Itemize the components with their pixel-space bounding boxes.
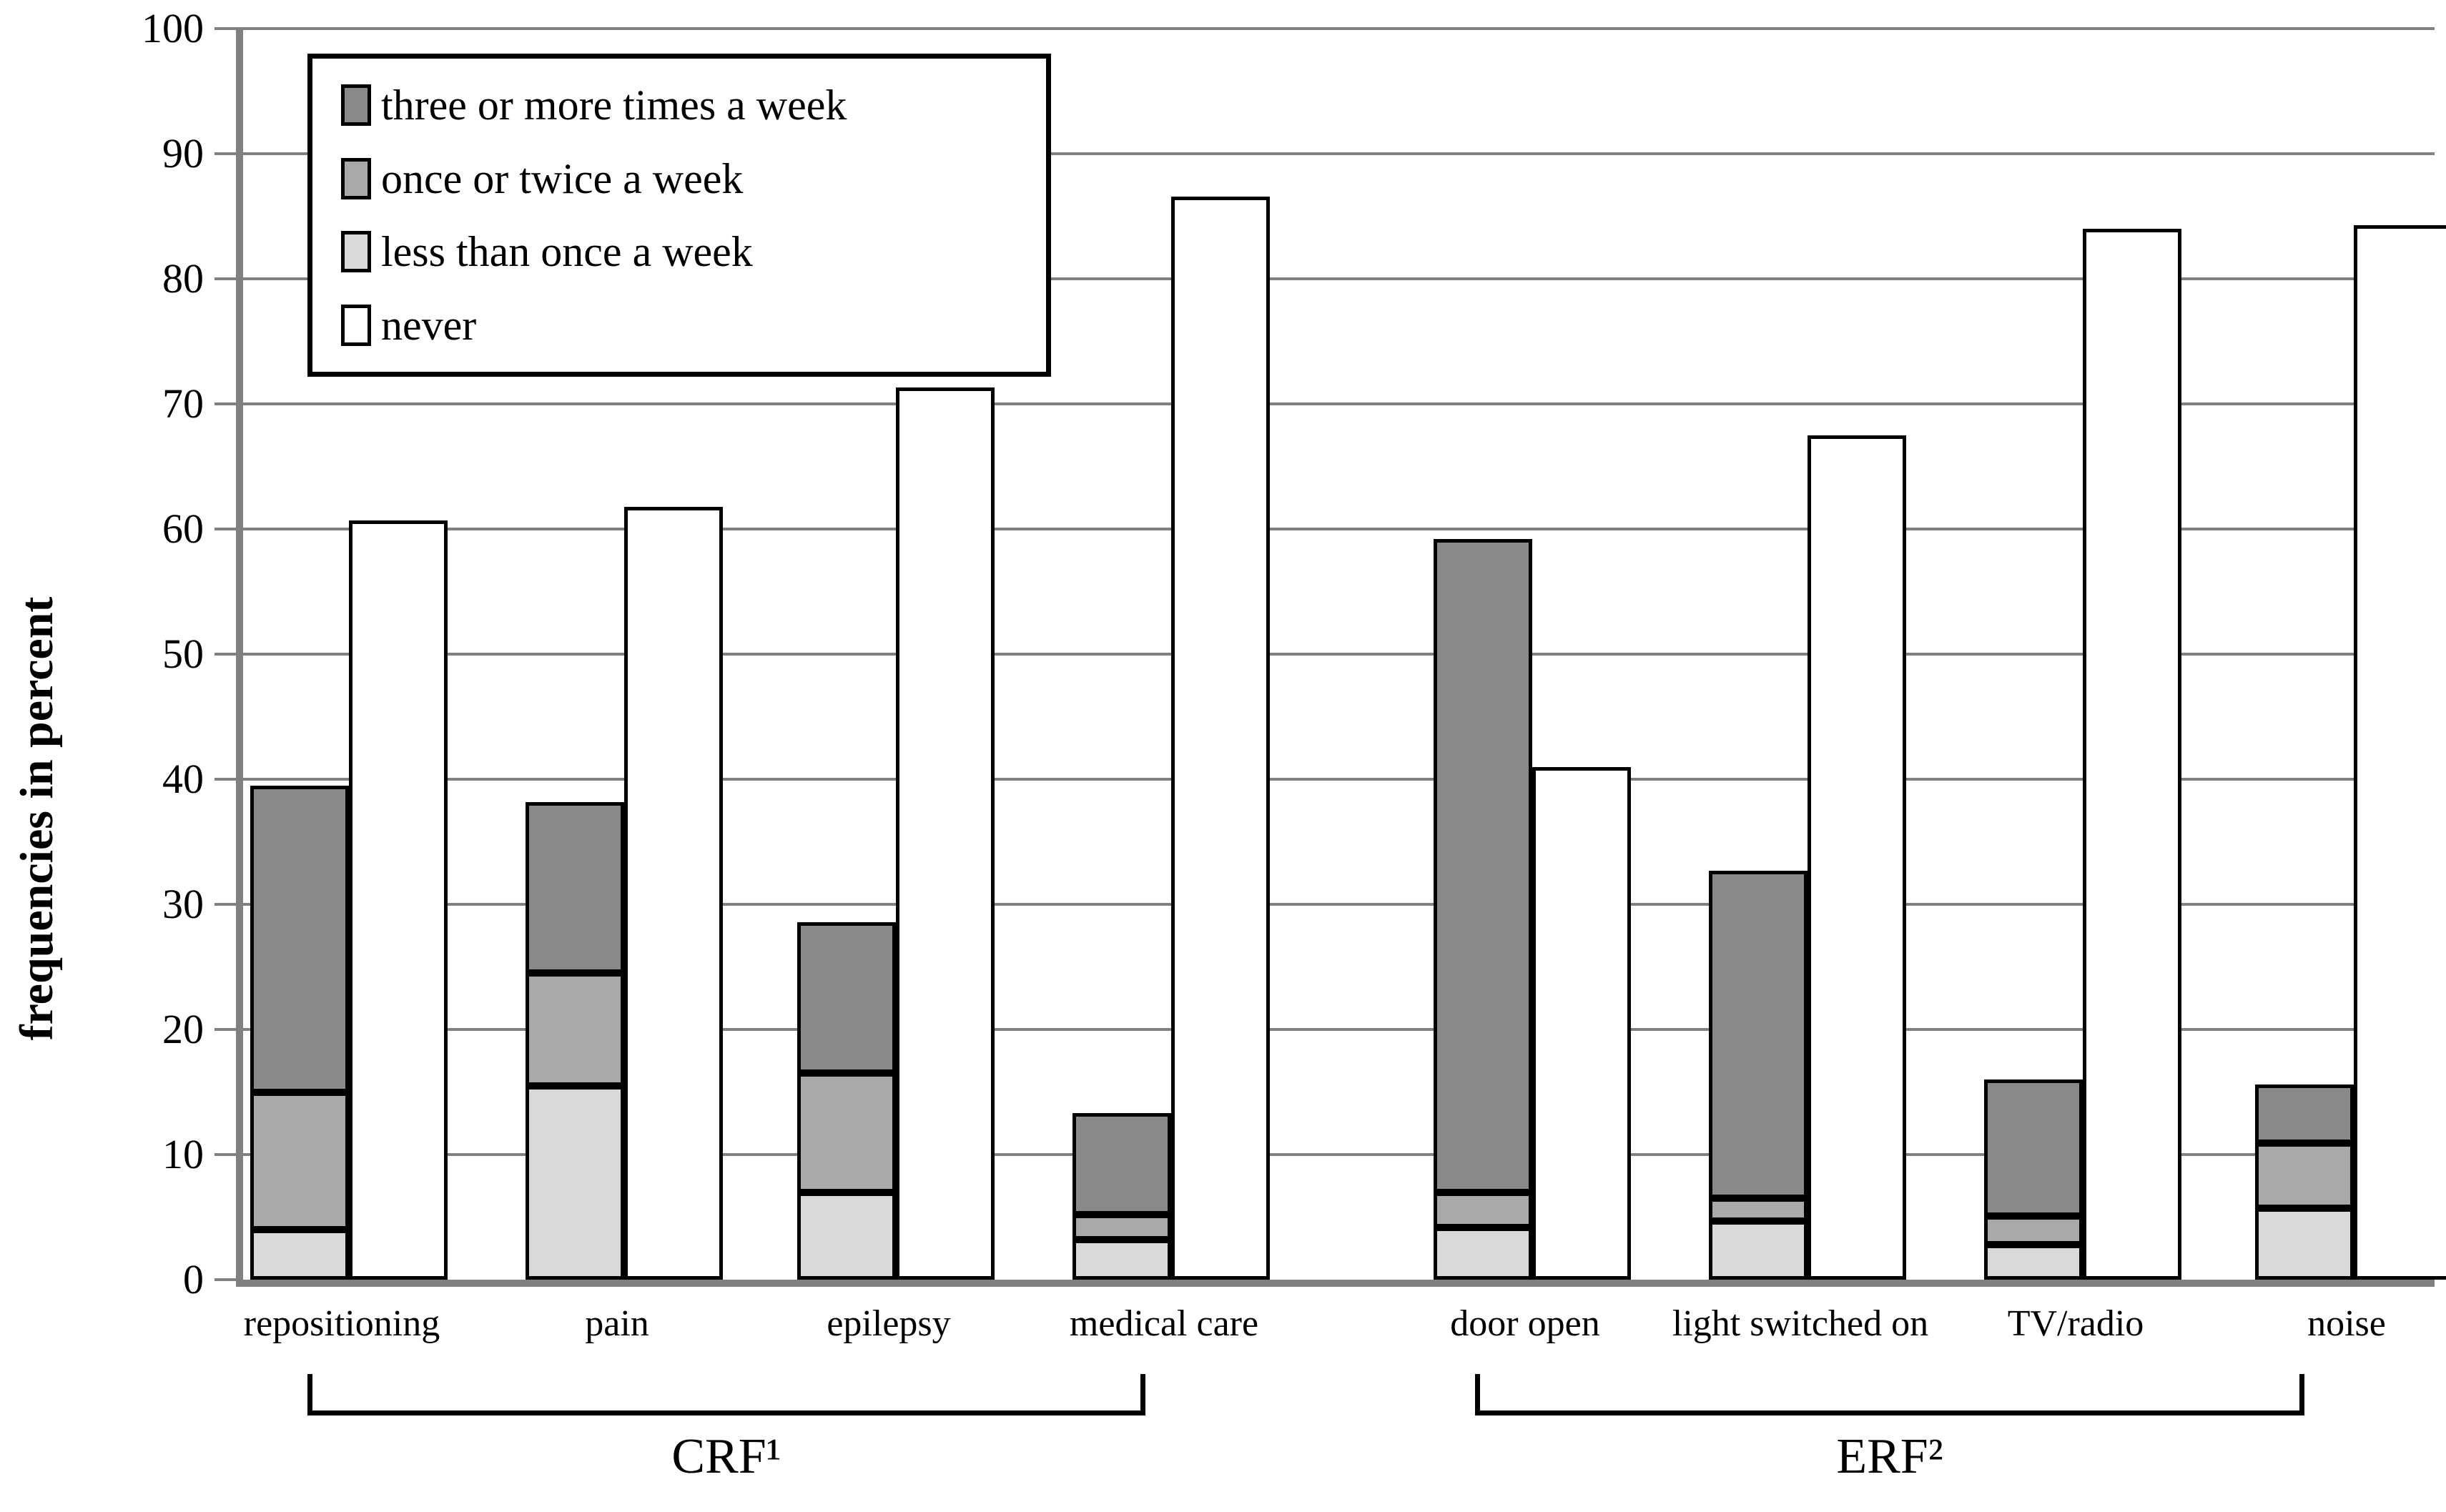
- y-tick-label-70: 70: [162, 380, 204, 427]
- y-tick-mark-80: [214, 277, 243, 280]
- bar-never-pain: [624, 506, 723, 1280]
- y-tick-label-30: 30: [162, 881, 204, 927]
- legend-item-three-or-more: three or more times a week: [341, 82, 1039, 128]
- gridline-50: [243, 653, 2435, 656]
- bar-segment-once-pain: [526, 973, 624, 1086]
- bar-segment-less-light-switched-on: [1709, 1220, 1808, 1280]
- bar-never-repositioning: [349, 520, 448, 1280]
- y-tick-mark-50: [214, 653, 243, 656]
- y-tick-label-60: 60: [162, 505, 204, 552]
- legend-label: never: [381, 301, 477, 349]
- bar-segment-once-medical-care: [1072, 1215, 1171, 1240]
- y-tick-label-80: 80: [162, 255, 204, 302]
- group-label-crf: CRF¹: [671, 1429, 781, 1484]
- bar-segment-once-door-open: [1434, 1192, 1532, 1227]
- gridline-30: [243, 903, 2435, 906]
- y-tick-mark-100: [214, 27, 243, 30]
- gridline-70: [243, 402, 2435, 405]
- bar-never-tv-radio: [2083, 229, 2181, 1280]
- category-label-noise: noise: [2307, 1303, 2386, 1344]
- bar-segment-once-repositioning: [250, 1092, 349, 1230]
- bar-segment-three-repositioning: [250, 785, 349, 1092]
- bar-never-door-open: [1532, 766, 1631, 1280]
- y-tick-mark-20: [214, 1028, 243, 1031]
- bar-segment-less-medical-care: [1072, 1240, 1171, 1280]
- gridline-20: [243, 1028, 2435, 1031]
- y-tick-mark-90: [214, 152, 243, 155]
- y-tick-label-0: 0: [183, 1256, 204, 1303]
- y-tick-label-50: 50: [162, 631, 204, 677]
- plot-area: 0 10 20 30 40 50 60 70 80 90 100: [142, 5, 2446, 1303]
- bar-segment-less-door-open: [1434, 1227, 1532, 1280]
- gridline-90: [243, 152, 2435, 155]
- bar-segment-less-tv-radio: [1984, 1245, 2083, 1280]
- category-label-pain: pain: [585, 1303, 649, 1344]
- bar-segment-less-pain: [526, 1085, 624, 1280]
- bar-never-light-switched-on: [1808, 435, 1906, 1280]
- y-axis-title: frequencies in percent: [11, 596, 63, 1041]
- category-label-door-open: door open: [1450, 1303, 1600, 1344]
- gridline-80: [243, 277, 2435, 280]
- y-tick-mark-40: [214, 778, 243, 781]
- bar-segment-once-tv-radio: [1984, 1215, 2083, 1245]
- legend-item-less-than-once: less than once a week: [341, 229, 1039, 275]
- bar-segment-less-epilepsy: [797, 1192, 896, 1280]
- bar-segment-once-noise: [2255, 1143, 2354, 1209]
- y-tick-label-90: 90: [162, 130, 204, 177]
- gridline-100: [243, 27, 2435, 30]
- category-label-medical-care: medical care: [1069, 1303, 1259, 1344]
- category-label-tv-radio: TV/radio: [2007, 1303, 2144, 1344]
- y-tick-label-20: 20: [162, 1006, 204, 1052]
- bar-segment-three-noise: [2255, 1084, 2354, 1144]
- legend-label: less than once a week: [381, 228, 753, 276]
- bar-segment-three-tv-radio: [1984, 1079, 2083, 1216]
- legend-swatch-once-or-twice: [341, 157, 371, 199]
- bar-never-epilepsy: [896, 387, 995, 1280]
- y-tick-mark-30: [214, 903, 243, 906]
- category-label-repositioning: repositioning: [243, 1303, 440, 1344]
- bar-never-noise: [2354, 224, 2446, 1280]
- y-tick-mark-0: [214, 1278, 243, 1281]
- category-label-epilepsy: epilepsy: [827, 1303, 951, 1344]
- gridline-10: [243, 1153, 2435, 1156]
- legend-label: once or twice a week: [381, 154, 744, 202]
- y-tick-mark-60: [214, 528, 243, 530]
- gridline-40: [243, 778, 2435, 781]
- group-bracket-crf: [307, 1374, 1145, 1415]
- legend-label: three or more times a week: [381, 81, 847, 129]
- y-tick-label-100: 100: [142, 5, 204, 51]
- y-tick-mark-10: [214, 1153, 243, 1156]
- legend-swatch-three-or-more: [341, 84, 371, 127]
- group-label-erf: ERF²: [1836, 1429, 1943, 1484]
- y-tick-label-10: 10: [162, 1131, 204, 1177]
- legend-item-once-or-twice: once or twice a week: [341, 156, 1039, 202]
- gridline-60: [243, 528, 2435, 530]
- bar-segment-three-epilepsy: [797, 921, 896, 1074]
- y-tick-label-40: 40: [162, 756, 204, 802]
- legend-swatch-never: [341, 304, 371, 346]
- bar-segment-three-light-switched-on: [1709, 870, 1808, 1199]
- group-bracket-erf: [1475, 1374, 2304, 1415]
- bar-never-medical-care: [1171, 196, 1270, 1280]
- bar-segment-once-light-switched-on: [1709, 1198, 1808, 1221]
- bar-segment-three-medical-care: [1072, 1113, 1171, 1215]
- bar-segment-once-epilepsy: [797, 1073, 896, 1192]
- legend: three or more times a week once or twice…: [307, 54, 1051, 377]
- category-label-light-switched-on: light switched on: [1672, 1303, 1929, 1344]
- bar-segment-less-repositioning: [250, 1230, 349, 1280]
- bar-segment-three-door-open: [1434, 539, 1532, 1192]
- legend-item-never: never: [341, 302, 1039, 348]
- bar-segment-less-noise: [2255, 1208, 2354, 1280]
- bar-segment-three-pain: [526, 801, 624, 974]
- y-tick-mark-70: [214, 402, 243, 405]
- legend-swatch-less-than-once: [341, 231, 371, 273]
